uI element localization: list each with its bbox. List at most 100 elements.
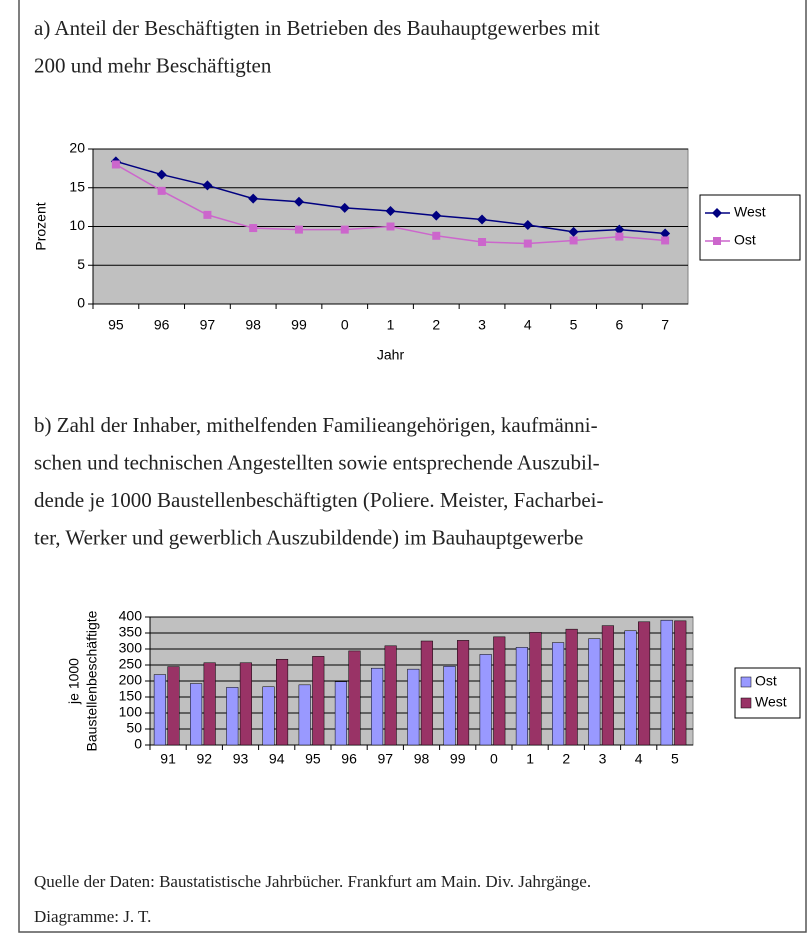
y-tick-label: 150: [119, 688, 143, 704]
bar: [515, 647, 528, 746]
bar: [674, 620, 687, 746]
legend-label: West: [734, 204, 766, 220]
x-tick-label: 1: [526, 751, 534, 767]
bar: [348, 650, 361, 746]
marker: [202, 180, 213, 191]
marker: [248, 193, 259, 204]
x-tick-label: 6: [615, 317, 623, 333]
bar: [334, 681, 347, 746]
y-tick-label: 15: [69, 178, 85, 194]
bar: [493, 636, 506, 746]
bar: [407, 668, 420, 746]
marker: [568, 226, 579, 237]
bar: [588, 638, 601, 746]
y-tick-label: 300: [119, 640, 143, 656]
x-tick-label: 92: [197, 751, 213, 767]
chart-title: 200 und mehr Beschäftigten: [34, 54, 272, 78]
marker: [111, 160, 120, 169]
x-tick-label: 97: [378, 751, 394, 767]
marker: [569, 236, 578, 245]
x-tick-label: 95: [108, 317, 124, 333]
x-tick-label: 91: [160, 751, 176, 767]
legend-box: [699, 194, 801, 261]
x-tick-label: 5: [570, 317, 578, 333]
marker: [156, 169, 167, 180]
marker: [522, 219, 533, 230]
x-tick-label: 96: [154, 317, 170, 333]
x-tick-label: 4: [635, 751, 643, 767]
bar: [371, 667, 384, 746]
y-tick-label: 5: [77, 256, 85, 272]
y-tick-label: 400: [119, 608, 143, 624]
x-tick-label: 7: [661, 317, 669, 333]
x-tick-label: 3: [599, 751, 607, 767]
source-note: Diagramme: J. T.: [34, 907, 151, 926]
marker: [713, 237, 721, 245]
marker: [203, 210, 212, 219]
marker: [339, 202, 350, 213]
x-tick-label: 1: [387, 317, 395, 333]
x-tick-label: 93: [233, 751, 249, 767]
bar: [552, 642, 565, 746]
bar: [479, 654, 492, 746]
legend-label: West: [755, 694, 787, 710]
y-axis-label: Baustellenbeschäftigte: [84, 610, 100, 751]
marker: [294, 225, 303, 234]
legend-swatch: [740, 676, 752, 688]
bar: [624, 630, 637, 746]
marker: [157, 186, 166, 195]
marker: [661, 236, 670, 245]
y-tick-label: 350: [119, 624, 143, 640]
marker: [477, 214, 488, 225]
bar: [239, 662, 252, 746]
x-tick-label: 96: [341, 751, 357, 767]
bar: [190, 683, 203, 746]
source-note: Quelle der Daten: Baustatistische Jahrbü…: [34, 872, 591, 891]
page-border: [18, 0, 807, 933]
x-tick-label: 5: [671, 751, 679, 767]
y-tick-label: 100: [119, 704, 143, 720]
x-tick-label: 2: [432, 317, 440, 333]
marker: [340, 225, 349, 234]
x-axis-label: Jahr: [377, 347, 405, 363]
y-tick-label: 50: [126, 720, 142, 736]
marker: [249, 224, 258, 233]
bar: [660, 619, 673, 746]
marker: [660, 228, 671, 239]
bar: [420, 640, 433, 746]
x-tick-label: 0: [341, 317, 349, 333]
chart-title: b) Zahl der Inhaber, mithelfenden Famili…: [34, 413, 598, 437]
bar: [457, 640, 470, 746]
y-tick-label: 200: [119, 672, 143, 688]
bar: [565, 628, 578, 746]
y-tick-label: 0: [77, 295, 85, 311]
chart-title: a) Anteil der Beschäftigten in Betrieben…: [34, 16, 600, 40]
x-tick-label: 0: [490, 751, 498, 767]
x-tick-label: 99: [291, 317, 307, 333]
y-tick-label: 0: [134, 736, 142, 752]
x-tick-label: 98: [245, 317, 261, 333]
marker: [386, 222, 395, 231]
legend-label: Ost: [734, 232, 756, 248]
marker: [712, 208, 722, 218]
y-tick-label: 250: [119, 656, 143, 672]
marker: [523, 239, 532, 248]
y-axis-label: je 1000: [66, 658, 82, 705]
bar: [638, 621, 651, 746]
bar: [443, 666, 456, 746]
marker: [614, 224, 625, 235]
x-tick-label: 95: [305, 751, 321, 767]
bar: [384, 645, 397, 746]
y-axis-label: Prozent: [33, 202, 49, 250]
bar: [312, 656, 325, 746]
marker: [432, 231, 441, 240]
x-tick-label: 98: [414, 751, 430, 767]
marker: [478, 238, 487, 246]
bar: [226, 687, 239, 746]
y-tick-label: 10: [69, 217, 85, 233]
legend-swatch: [740, 697, 752, 709]
bar: [262, 686, 275, 746]
x-tick-label: 99: [450, 751, 466, 767]
bar: [298, 684, 311, 746]
x-tick-label: 3: [478, 317, 486, 333]
